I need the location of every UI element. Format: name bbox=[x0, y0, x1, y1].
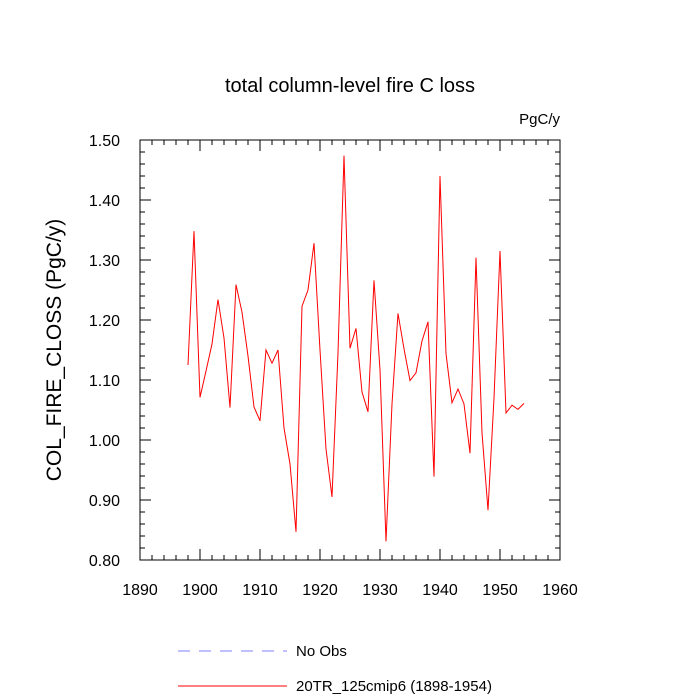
x-tick-label: 1960 bbox=[542, 582, 578, 599]
y-tick-label: 1.50 bbox=[89, 133, 120, 150]
x-tick-label: 1950 bbox=[482, 582, 518, 599]
legend-label: 20TR_125cmip6 (1898-1954) bbox=[296, 678, 492, 695]
x-tick-label: 1890 bbox=[122, 582, 158, 599]
y-tick-label: 1.10 bbox=[89, 373, 120, 390]
plot-border bbox=[139, 139, 561, 561]
y-tick-label: 1.40 bbox=[89, 193, 120, 210]
series-line-1 bbox=[187, 155, 525, 542]
y-tick-label: 1.20 bbox=[89, 313, 120, 330]
y-tick-label: 0.80 bbox=[89, 553, 120, 570]
plot-frame bbox=[139, 139, 561, 561]
y-tick-label: 1.30 bbox=[89, 253, 120, 270]
x-tick-label: 1910 bbox=[242, 582, 278, 599]
legend: No Obs 20TR_125cmip6 (1898-1954) bbox=[178, 643, 492, 695]
series-layer bbox=[187, 155, 525, 542]
axis-ticks: 1890 1900 1910 1920 1930 1940 1950 1960 0.80 0.90… bbox=[89, 133, 578, 599]
x-tick-label: 1930 bbox=[362, 582, 398, 599]
y-tick-label: 1.00 bbox=[89, 433, 120, 450]
chart-units: PgC/y bbox=[519, 111, 560, 128]
y-tick-label: 0.90 bbox=[89, 493, 120, 510]
chart-title: total column-level fire C loss bbox=[225, 75, 475, 97]
legend-label: No Obs bbox=[296, 643, 347, 660]
y-axis-label: COL_FIRE_CLOSS (PgC/y) bbox=[43, 219, 66, 482]
x-tick-label: 1920 bbox=[302, 582, 338, 599]
x-tick-label: 1940 bbox=[422, 582, 458, 599]
x-tick-label: 1900 bbox=[182, 582, 218, 599]
